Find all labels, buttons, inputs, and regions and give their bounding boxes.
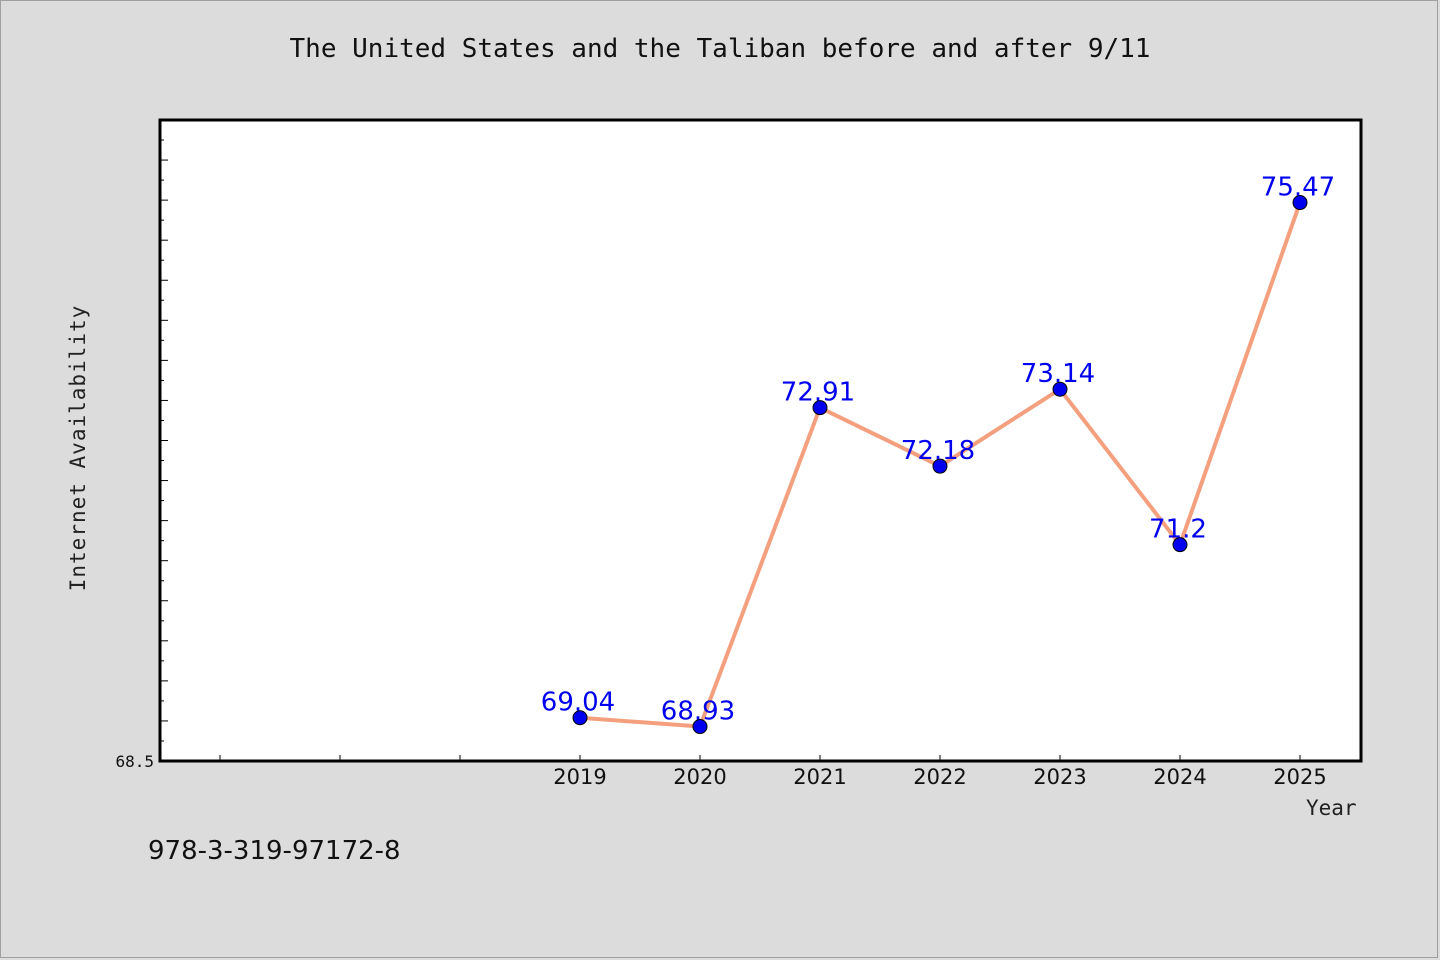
data-label: 72.18 (901, 436, 975, 466)
data-point (1172, 537, 1188, 553)
data-label: 69.04 (541, 688, 615, 718)
data-point (1052, 381, 1068, 397)
x-axis-label: Year (1306, 796, 1357, 820)
data-point (932, 458, 948, 474)
data-label: 72.91 (781, 378, 855, 408)
x-tick-label: 2022 (913, 765, 966, 789)
x-tick-label: 2019 (553, 765, 606, 789)
x-tick-label: 2023 (1033, 765, 1086, 789)
data-point (572, 710, 588, 726)
data-label: 71.2 (1149, 515, 1207, 545)
plot-area (158, 118, 1363, 763)
data-point (1292, 195, 1308, 211)
x-tick-label: 2025 (1273, 765, 1326, 789)
data-point (692, 719, 708, 735)
y-tick-label: 68.5 (115, 752, 154, 771)
data-label-layer: 69.04 68.93 72.91 72.18 73.14 71.2 75.47 (541, 173, 1335, 727)
series-layer (572, 195, 1308, 735)
axis-layer: 68.5 2019 2020 2021 2022 2023 2024 2025 (115, 119, 1327, 789)
x-tick-label: 2024 (1153, 765, 1206, 789)
data-label: 75.47 (1261, 173, 1335, 203)
x-tick-label: 2020 (673, 765, 726, 789)
footer-code: 978-3-319-97172-8 (148, 836, 401, 866)
x-tick-label: 2021 (793, 765, 846, 789)
data-label: 73.14 (1021, 359, 1095, 389)
chart-title: The United States and the Taliban before… (289, 34, 1151, 64)
data-point (812, 400, 828, 416)
data-label: 68.93 (661, 697, 735, 727)
